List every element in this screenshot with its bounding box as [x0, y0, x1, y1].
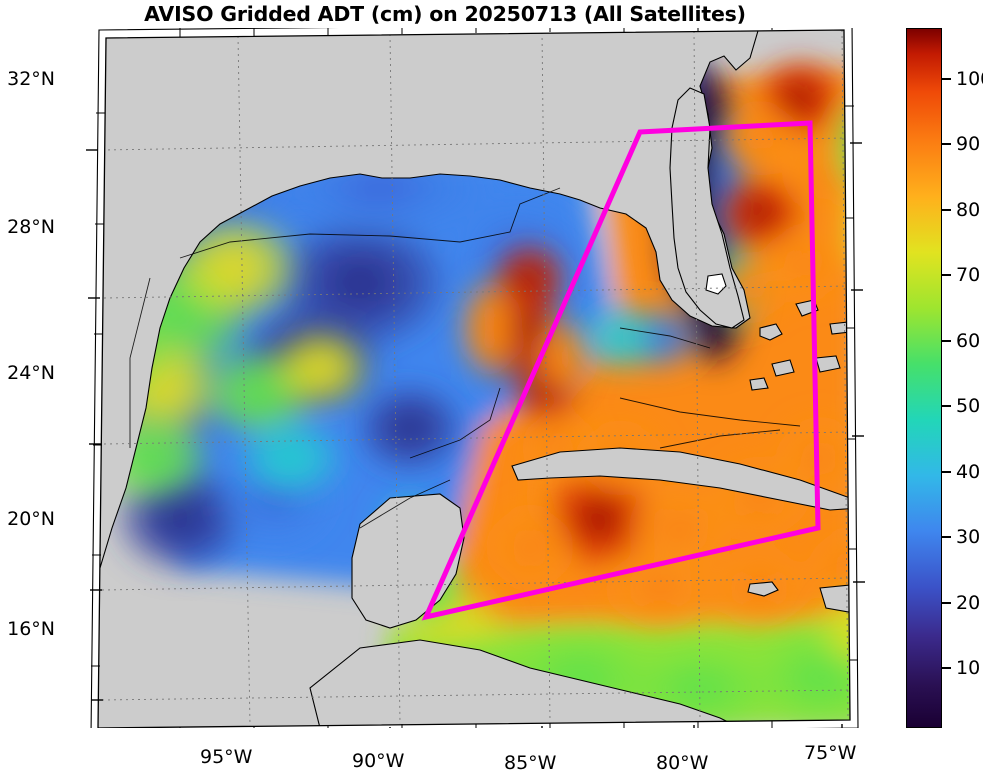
cblabel-20: 20	[956, 592, 981, 614]
florida-peninsula	[669, 87, 745, 329]
cblabel-60: 60	[956, 330, 981, 352]
lat-tick-16N: 16°N	[7, 618, 55, 640]
cblabel-10: 10	[956, 657, 981, 679]
cblabel-40: 40	[956, 461, 981, 483]
jamaica	[747, 581, 779, 597]
lon-tick-90W: 90°W	[352, 750, 405, 772]
map-frame	[86, 28, 865, 728]
cbtick-80	[942, 209, 951, 211]
frame-ticks-bottom	[179, 721, 773, 728]
lon-tick-75W: 75°W	[804, 742, 857, 764]
lat-tick-24N: 24°N	[7, 362, 55, 384]
graticule	[101, 30, 850, 727]
cbtick-50	[942, 405, 951, 407]
adt-field	[98, 43, 850, 728]
lake-okeechobee	[705, 273, 727, 295]
cblabel-70: 70	[956, 264, 981, 286]
lat-tick-20N: 20°N	[7, 508, 55, 530]
caribbean-warm	[482, 413, 850, 633]
cbtick-70	[942, 274, 951, 276]
cbtick-10	[942, 667, 951, 669]
map-plot-area: 32°N 28°N 24°N 20°N 16°N 95°W 90°W 85°W …	[7, 28, 890, 774]
frame-ticks-top	[179, 28, 773, 37]
colorbar: 10 20 30 40 50 60 70 80 90 100	[906, 28, 983, 728]
hispaniola	[819, 583, 850, 615]
cuba	[511, 447, 850, 511]
cbtick-90	[942, 143, 951, 145]
map-interior	[98, 30, 850, 728]
cblabel-80: 80	[956, 199, 981, 221]
bathymetry-contours	[129, 187, 801, 529]
map-svg	[86, 28, 865, 728]
major-ticks	[86, 142, 865, 728]
cbtick-100	[942, 78, 951, 80]
lat-tick-28N: 28°N	[7, 216, 55, 238]
cbtick-40	[942, 471, 951, 473]
frame-ticks-sides	[91, 105, 858, 667]
cblabel-50: 50	[956, 395, 981, 417]
lon-tick-80W: 80°W	[656, 752, 709, 774]
lon-tick-95W: 95°W	[200, 746, 253, 768]
cblabel-90: 90	[956, 133, 981, 155]
study-region-box	[421, 120, 821, 621]
lon-tick-85W: 85°W	[504, 752, 557, 774]
cbtick-30	[942, 536, 951, 538]
central-america	[309, 639, 741, 728]
cblabel-30: 30	[956, 526, 981, 548]
cbtick-60	[942, 340, 951, 342]
cblabel-100: 100	[956, 68, 983, 90]
colorbar-gradient	[906, 28, 942, 728]
lat-tick-32N: 32°N	[7, 68, 55, 90]
figure-title: AVISO Gridded ADT (cm) on 20250713 (All …	[144, 2, 746, 26]
cbtick-20	[942, 602, 951, 604]
